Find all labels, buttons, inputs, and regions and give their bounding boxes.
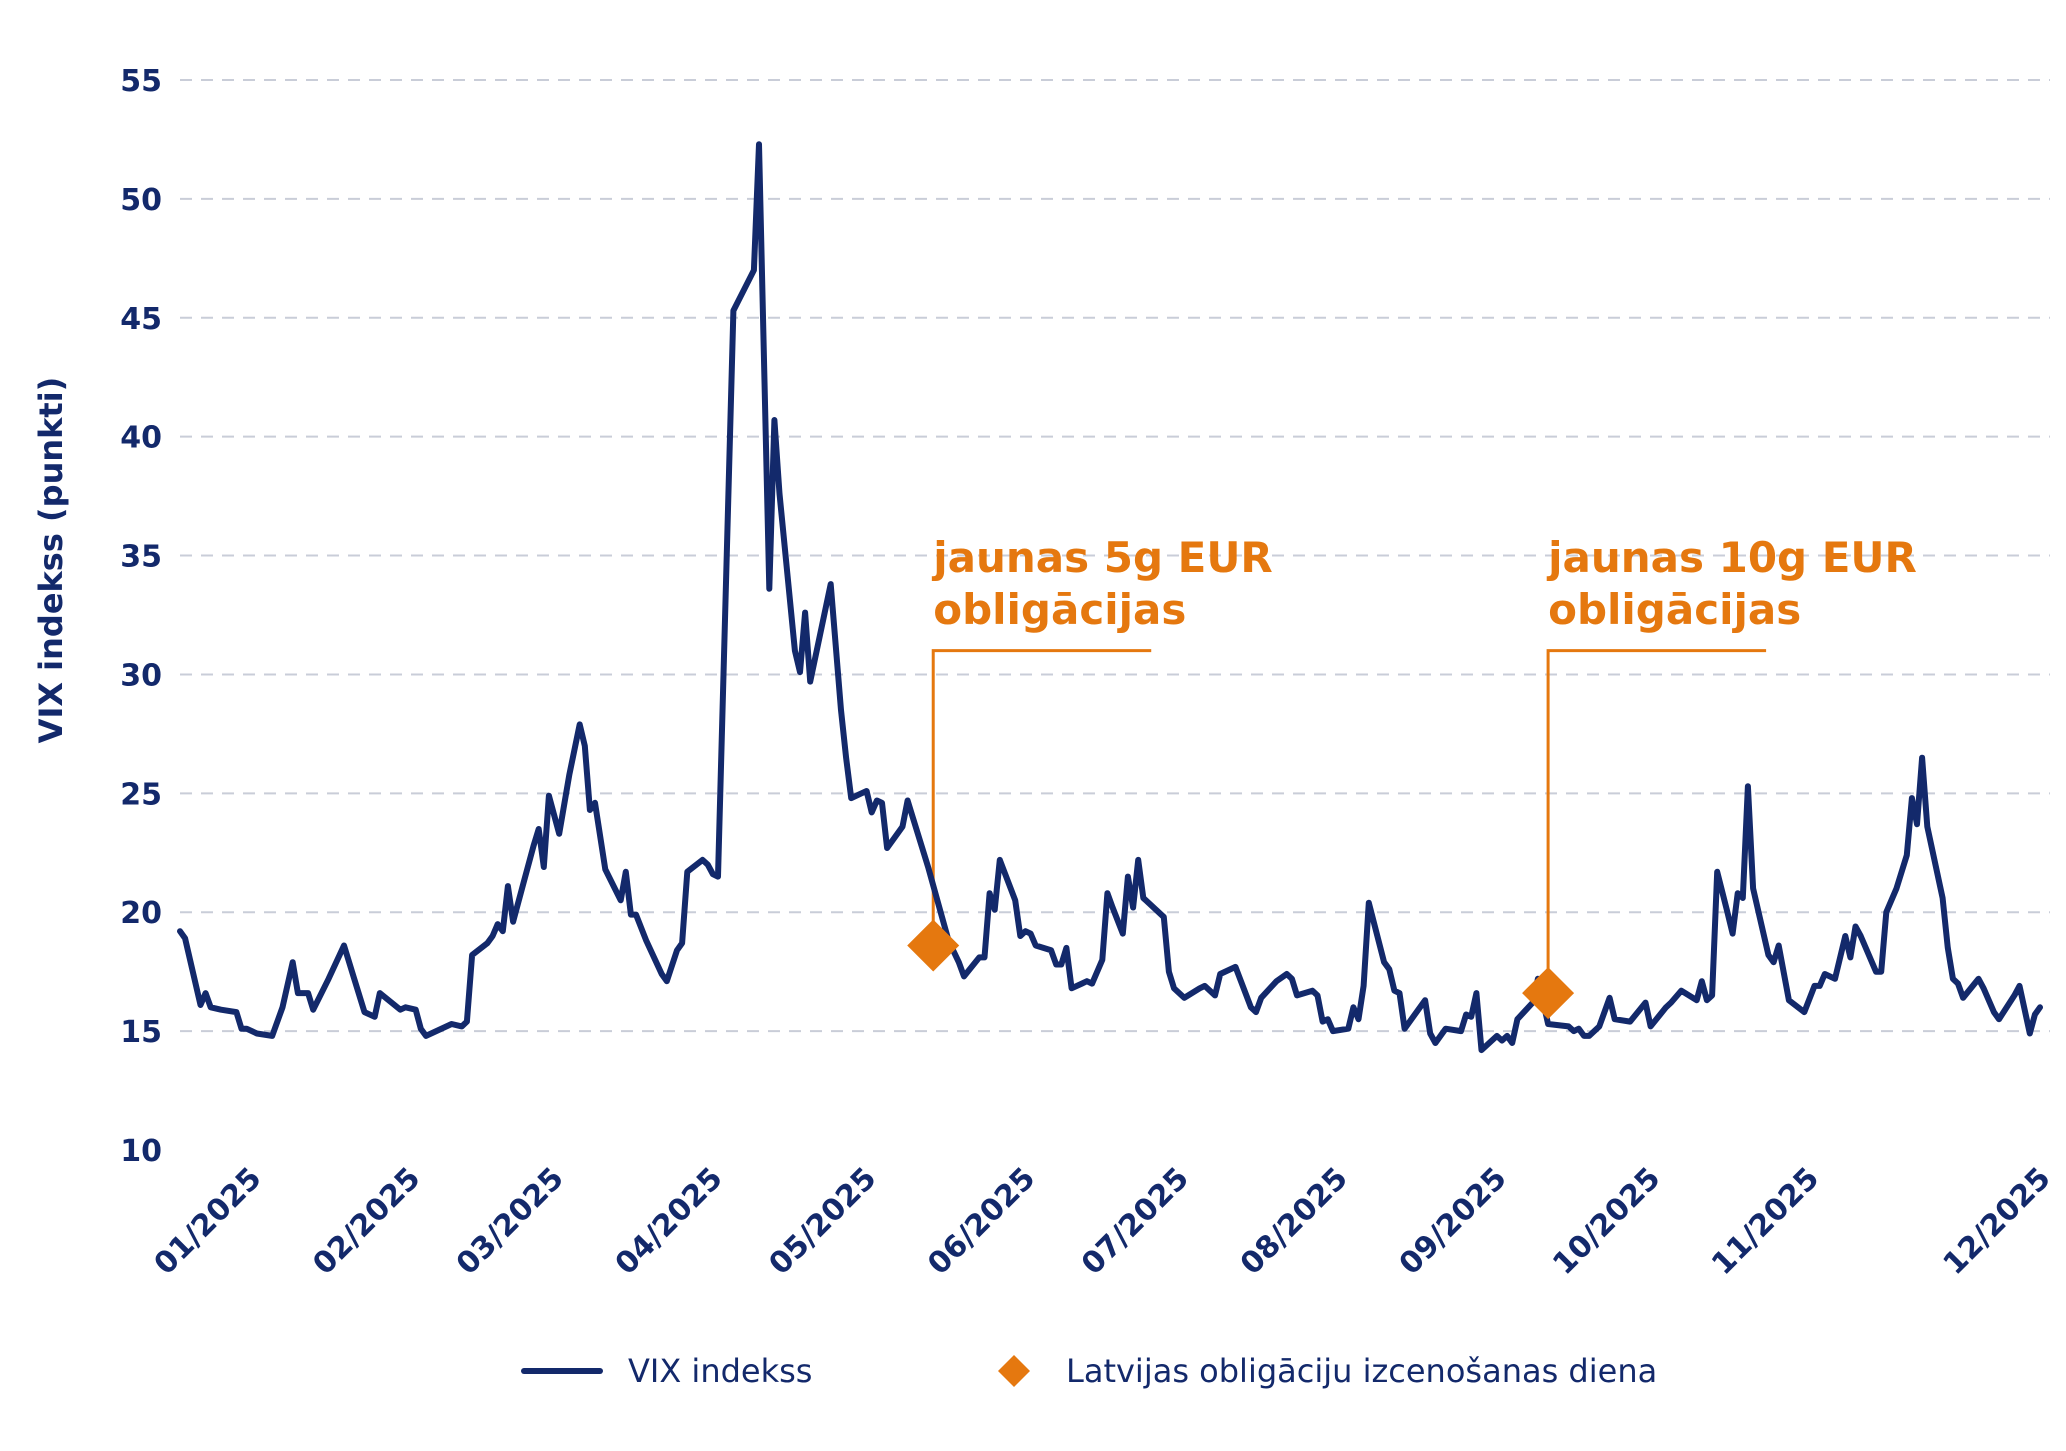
annotation-text: obligācijas (933, 585, 1186, 634)
annotation-leader-line (1546, 649, 1767, 994)
y-tick-label: 10 (120, 1134, 162, 1169)
annotation-leader-line (931, 649, 1152, 946)
y-tick-label: 35 (120, 540, 162, 575)
y-tick-label: 30 (120, 658, 162, 693)
legend-series-label: VIX indekss (628, 1352, 812, 1390)
vix-series-line (177, 141, 2043, 1054)
x-tick-label: 02/2025 (306, 1161, 427, 1282)
x-tick-label: 07/2025 (1075, 1161, 1196, 1282)
x-tick-label: 09/2025 (1393, 1161, 1514, 1282)
x-tick-label: 12/2025 (1937, 1161, 2058, 1282)
x-tick-labels: 01/2025 02/2025 03/2025 04/2025 05/2025 06/20… (147, 1161, 2057, 1282)
legend-diamond-swatch (998, 1355, 1030, 1387)
y-tick-label: 20 (120, 896, 162, 931)
annotation-text: obligācijas (1548, 585, 1801, 634)
y-tick-label: 55 (120, 64, 162, 99)
y-tick-labels: 10 15 20 25 30 35 40 45 50 55 (120, 64, 162, 1169)
legend-marker-label: Latvijas obligāciju izcenošanas diena (1066, 1352, 1657, 1390)
x-tick-label: 05/2025 (762, 1161, 883, 1282)
x-tick-label: 03/2025 (450, 1161, 571, 1282)
annotation-text: jaunas 10g EUR (1546, 533, 1917, 582)
bond-pricing-markers (907, 919, 1575, 1020)
bond-pricing-marker (1522, 967, 1575, 1020)
bond-pricing-marker (907, 919, 960, 972)
legend: VIX indekss Latvijas obligāciju izcenoša… (521, 1352, 1657, 1390)
x-tick-label: 11/2025 (1705, 1161, 1826, 1282)
y-tick-label: 40 (120, 421, 162, 456)
x-tick-label: 06/2025 (921, 1161, 1042, 1282)
y-tick-label: 50 (120, 183, 162, 218)
x-tick-label: 01/2025 (147, 1161, 268, 1282)
x-tick-label: 10/2025 (1546, 1161, 1667, 1282)
x-tick-label: 08/2025 (1234, 1161, 1355, 1282)
x-tick-label: 04/2025 (609, 1161, 730, 1282)
y-axis-label: VIX indekss (punkti) (32, 377, 70, 744)
y-tick-label: 15 (120, 1015, 162, 1050)
annotation-text: jaunas 5g EUR (931, 533, 1273, 582)
y-tick-label: 25 (120, 777, 162, 812)
y-tick-label: 45 (120, 302, 162, 337)
